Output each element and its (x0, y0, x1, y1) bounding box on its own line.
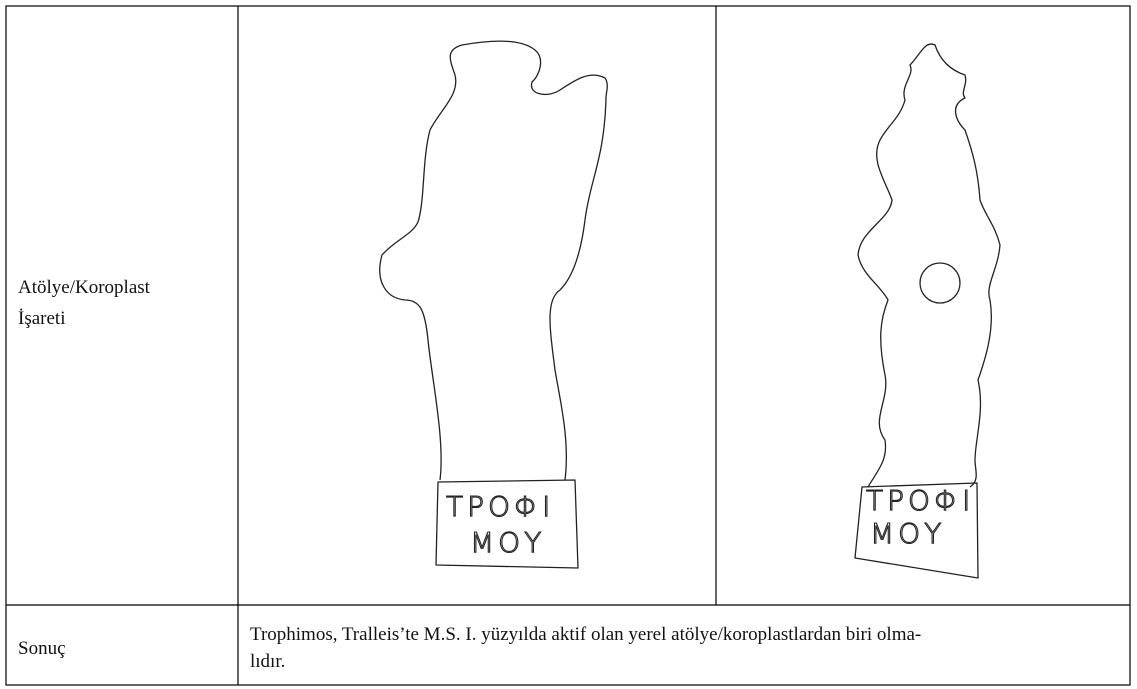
inscription: ΜΟΥ (470, 526, 545, 559)
conclusion-text: lıdır. (250, 651, 285, 672)
inscription: ΤΡΟΦΙ (866, 484, 974, 517)
figurine-medallion (919, 262, 961, 304)
figure-drawing: ΤΡΟΦΙ ΜΟΥ (854, 43, 1001, 579)
row-label: İşareti (18, 308, 65, 329)
figurine-outline (379, 40, 608, 481)
figurine-outline (857, 43, 1001, 488)
inscription: ΤΡΟΦΙ (446, 490, 554, 523)
table-border (5, 5, 1131, 686)
row-label: Sonuç (18, 638, 66, 659)
figurine-base (435, 479, 579, 569)
figurine-base (854, 482, 979, 579)
figure-drawing: ΤΡΟΦΙ ΜΟΥ (379, 40, 608, 569)
inscription: ΜΟΥ (870, 517, 945, 550)
row-label: Atölye/Koroplast (18, 277, 151, 298)
conclusion-text: Trophimos, Tralleis’te M.S. I. yüzyılda … (250, 624, 921, 645)
